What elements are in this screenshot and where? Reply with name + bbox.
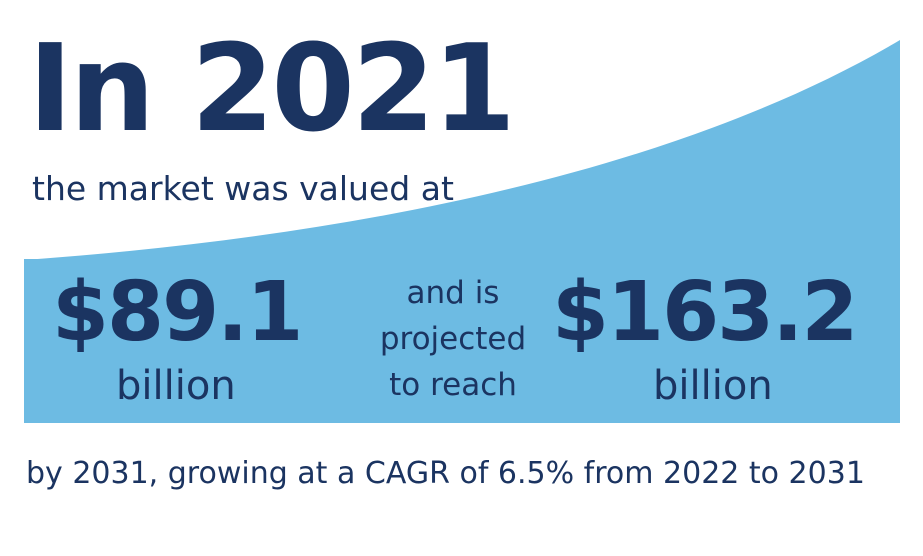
value-2021-unit: billion [116,363,236,409]
connector-line-1: and is [406,275,500,311]
value-band [24,259,900,423]
connector-line-2: projected [379,321,527,357]
footer-cagr-text: by 2031, growing at a CAGR of 6.5% from … [26,456,865,491]
value-2021-amount: $89.1 [52,265,303,360]
growth-curve-shape [24,40,900,260]
connector-line-3: to reach [389,367,517,403]
subheading: the market was valued at [32,169,454,208]
headline-year: In 2021 [28,20,516,159]
connector-text: and is projected to reach [348,270,558,408]
value-2031-unit: billion [653,363,773,409]
value-2031-amount: $163.2 [552,265,858,360]
